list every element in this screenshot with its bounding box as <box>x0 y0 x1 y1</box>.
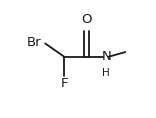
Text: N: N <box>101 50 111 63</box>
Text: O: O <box>81 13 91 26</box>
Text: H: H <box>102 68 110 78</box>
Text: F: F <box>60 77 68 90</box>
Text: Br: Br <box>27 36 41 49</box>
